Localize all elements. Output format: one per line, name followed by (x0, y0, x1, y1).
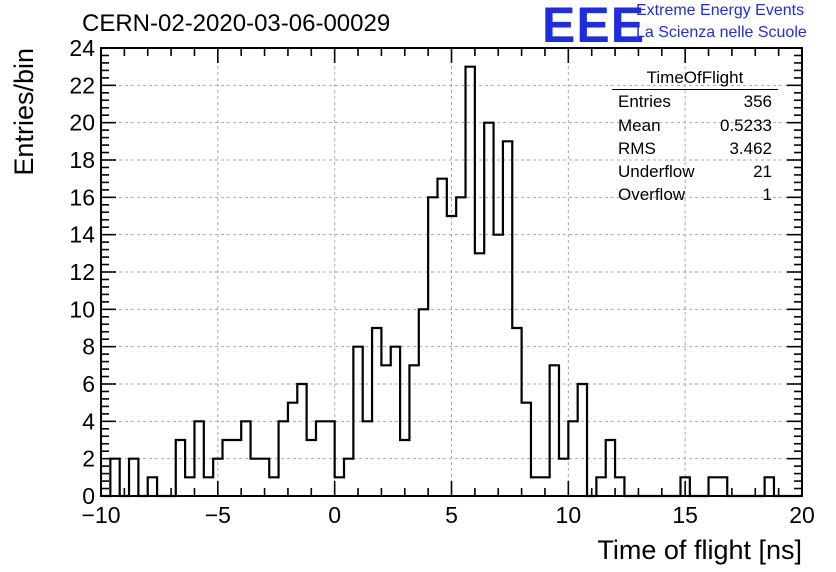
y-tick-label: 24 (69, 35, 95, 61)
x-tick-label: 20 (789, 502, 815, 528)
stats-box: TimeOfFlight Entries 356 Mean 0.5233 RMS… (612, 68, 778, 210)
stat-value: 356 (743, 92, 772, 111)
y-tick-label: 6 (82, 371, 95, 397)
y-tick-label: 16 (69, 184, 95, 210)
eee-logo: EEE (542, 0, 646, 53)
stat-name: RMS (618, 139, 656, 158)
stat-name: Overflow (618, 185, 686, 204)
y-tick-label: 4 (82, 408, 95, 434)
logo-line-1: Extreme Energy Events (636, 2, 805, 19)
stat-value: 21 (753, 162, 772, 181)
y-tick-label: 14 (69, 222, 95, 248)
y-tick-label: 20 (69, 110, 95, 136)
y-tick-label: 22 (69, 72, 95, 98)
y-tick-label: 12 (69, 259, 95, 285)
x-tick-label: 15 (672, 502, 698, 528)
axis-ticks (100, 47, 803, 497)
stat-name: Entries (618, 92, 671, 111)
y-tick-label: 0 (82, 483, 95, 509)
stat-name: Underflow (618, 162, 695, 181)
stat-value: 1 (762, 185, 772, 204)
x-tick-label: 5 (445, 502, 458, 528)
stats-divider (612, 89, 778, 90)
logo-line-2: La Scienza nelle Scuole (636, 24, 807, 41)
stats-title: TimeOfFlight (646, 68, 744, 87)
x-tick-label: −5 (205, 502, 231, 528)
y-tick-label: 2 (82, 446, 95, 472)
stat-value: 0.5233 (720, 116, 772, 135)
x-axis-label: Time of flight [ns] (597, 535, 802, 565)
x-tick-label: 10 (556, 502, 582, 528)
y-tick-label: 8 (82, 334, 95, 360)
stat-value: 3.462 (729, 139, 772, 158)
y-tick-label: 18 (69, 147, 95, 173)
x-tick-label: 0 (328, 502, 341, 528)
chart-title: CERN-02-2020-03-06-00029 (82, 10, 391, 37)
stat-name: Mean (618, 116, 661, 135)
x-tick-label: −10 (81, 502, 120, 528)
y-axis-label: Entries/bin (9, 48, 39, 176)
y-tick-label: 10 (69, 296, 95, 322)
